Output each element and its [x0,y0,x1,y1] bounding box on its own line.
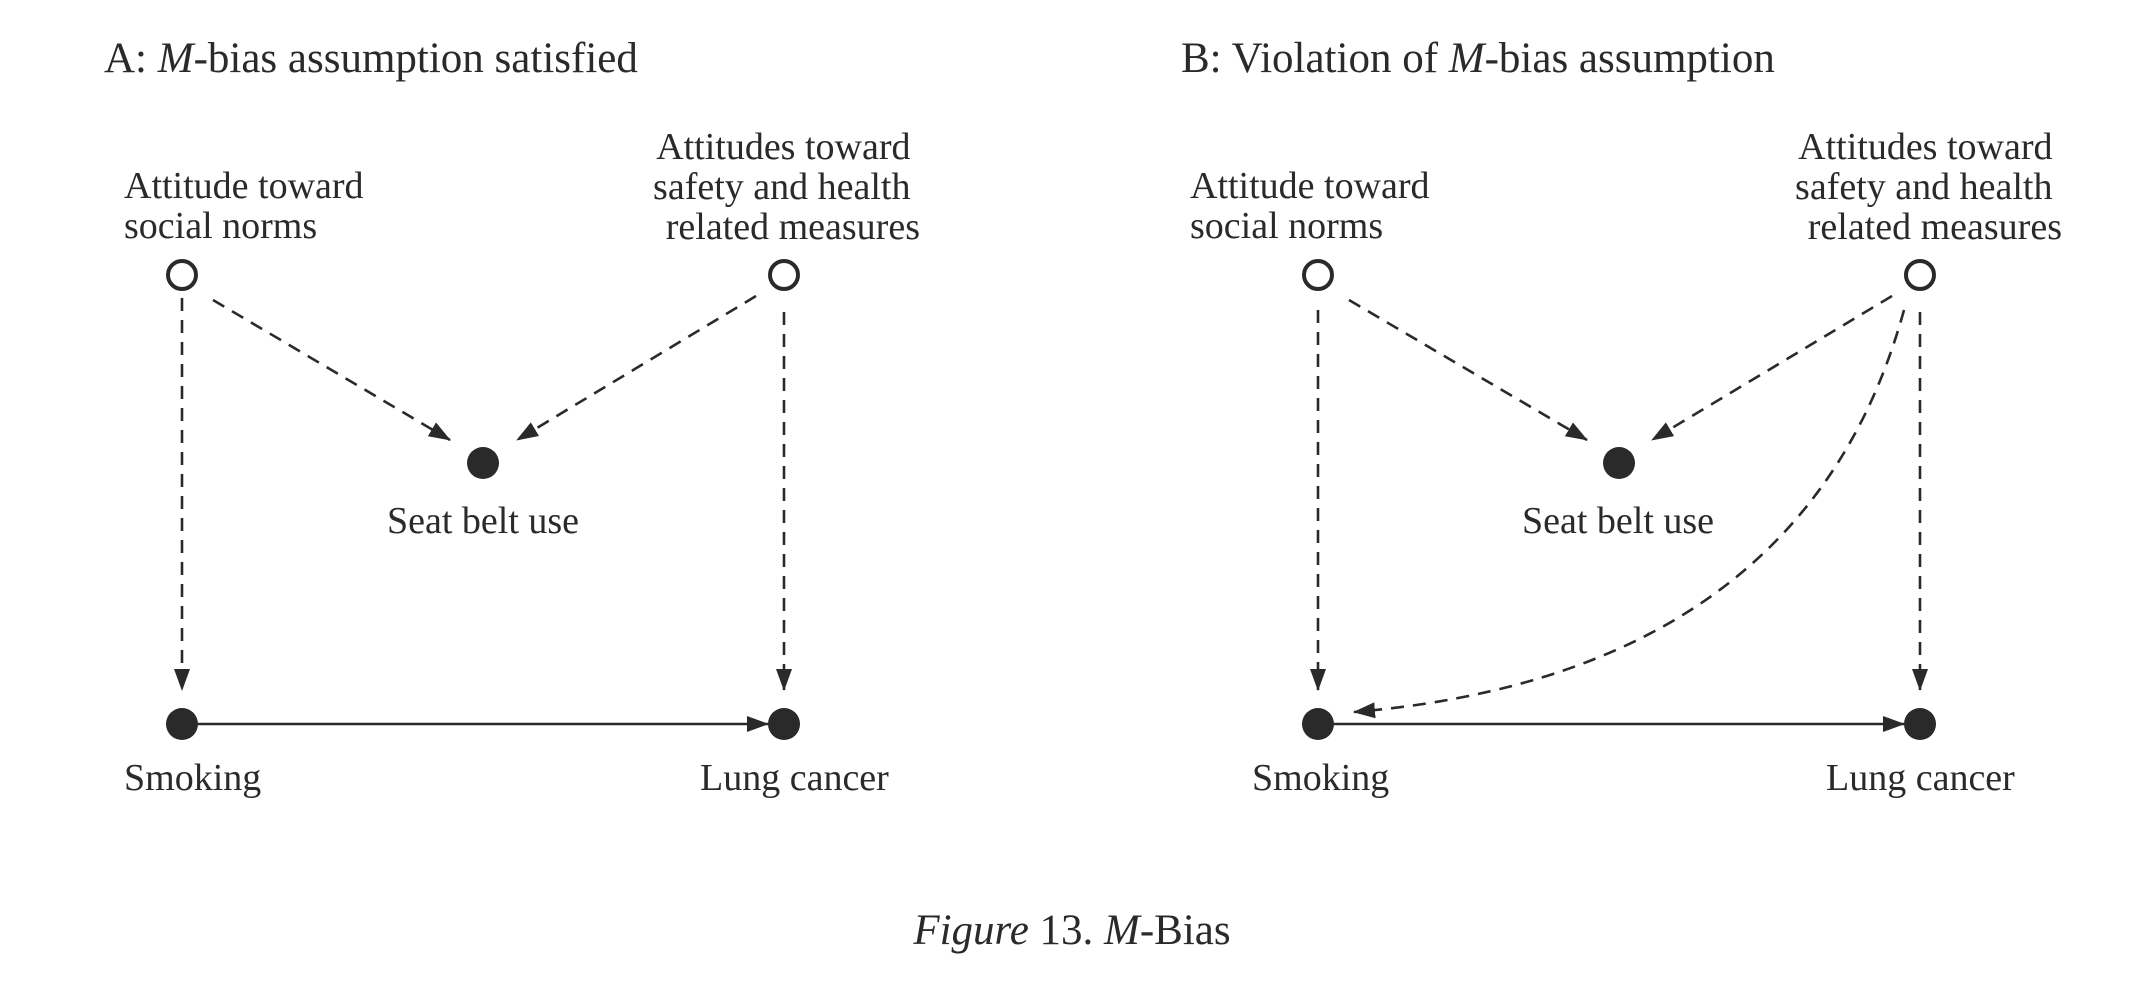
panel-b-title: B: Violation of M-bias assumption [1181,35,1775,82]
node-seat-belt-a [467,447,499,479]
node-smoking-b [1302,708,1334,740]
panel-a-title: A: M-bias assumption satisfied [104,35,638,82]
figure-caption: Figure 13. M-Bias [912,907,1230,954]
node-lung-cancer-a [768,708,800,740]
label-smoking-a: Smoking [124,757,261,799]
node-seat-belt-b [1603,447,1635,479]
edge-social-to-seatbelt-a [212,298,451,442]
panel-b: B: Violation of M-bias assumption Attitu… [1181,35,2062,799]
edge-social-to-seatbelt-b [1348,298,1588,442]
node-safety-health-a [768,259,800,291]
node-smoking-a [166,708,198,740]
label-seat-belt-b: Seat belt use [1522,500,1714,542]
label-lung-cancer-a: Lung cancer [700,757,889,799]
label-lung-cancer-b: Lung cancer [1826,757,2015,799]
label-smoking-b: Smoking [1252,757,1389,799]
node-safety-health-b [1904,259,1936,291]
edge-safety-to-smoking-b [1353,309,1906,719]
edge-safety-to-seatbelt-b [1651,294,1893,442]
node-lung-cancer-b [1904,708,1936,740]
edge-safety-to-seatbelt-a [516,294,757,442]
panel-a: A: M-bias assumption satisfied Attitude … [104,35,920,799]
label-social-norms-b: Attitude toward social norms [1190,165,1439,247]
label-safety-health-b: Attitudes toward safety and health relat… [1795,126,2062,248]
label-social-norms-a: Attitude toward social norms [124,165,373,247]
node-social-norms-b [1302,259,1334,291]
label-seat-belt-a: Seat belt use [387,500,579,542]
label-safety-health-a: Attitudes toward safety and health relat… [653,126,920,248]
node-social-norms-a [166,259,198,291]
